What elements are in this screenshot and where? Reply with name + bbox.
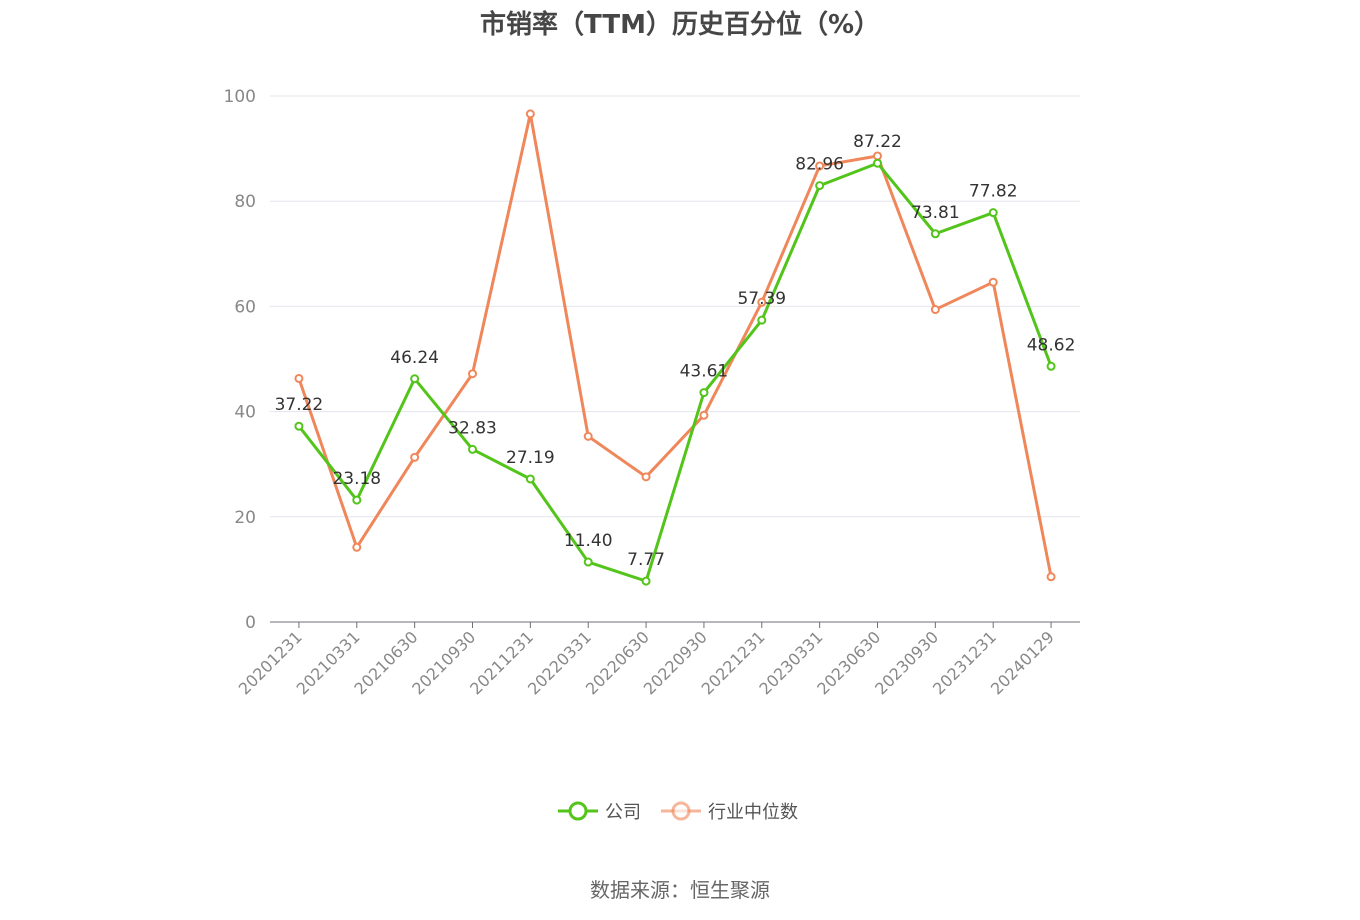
- data-label: 87.22: [853, 132, 902, 152]
- series-group: [294, 109, 1056, 586]
- data-point: [815, 181, 825, 191]
- grid-lines: [270, 95, 1080, 518]
- data-label: 43.61: [680, 362, 729, 382]
- y-axis: 0 20 40 60 80 100: [224, 87, 256, 633]
- data-point: [468, 444, 477, 454]
- data-point: [757, 297, 767, 307]
- data-label: 7.77: [627, 550, 665, 570]
- data-point: [583, 557, 593, 567]
- data-point: [410, 452, 420, 462]
- legend-item-0: 公司: [558, 801, 641, 823]
- data-point: [699, 388, 709, 398]
- data-point: [641, 472, 651, 482]
- data-label: 82.96: [795, 155, 844, 175]
- data-point: [930, 305, 940, 315]
- data-point: [1046, 572, 1056, 582]
- data-label: 11.40: [564, 531, 613, 551]
- data-point: [410, 374, 420, 384]
- data-label: 27.19: [506, 448, 555, 468]
- legend: 公司 行业中位数: [558, 801, 798, 823]
- data-point: [873, 151, 882, 161]
- data-point: [352, 542, 362, 552]
- data-point: [468, 369, 477, 379]
- data-label: 23.18: [332, 469, 381, 489]
- y-tick-label: 40: [234, 403, 256, 423]
- data-point: [583, 431, 593, 441]
- data-point: [988, 277, 998, 287]
- data-label: 57.39: [737, 289, 786, 309]
- data-label: 73.81: [911, 203, 960, 223]
- legend-marker: [568, 801, 588, 821]
- y-tick-label: 100: [224, 87, 256, 107]
- source-note: 数据来源：恒生聚源: [590, 878, 770, 902]
- y-tick-label: 60: [234, 297, 256, 317]
- series-line-1: [297, 112, 1053, 578]
- data-point: [930, 229, 940, 239]
- data-label: 37.22: [275, 395, 324, 415]
- y-tick-label: 20: [234, 508, 256, 528]
- data-point: [873, 158, 882, 168]
- data-label: 77.82: [969, 182, 1018, 202]
- data-point: [988, 208, 998, 218]
- legend-item-1: 行业中位数: [661, 801, 798, 823]
- data-point: [641, 576, 651, 586]
- data-point: [757, 315, 767, 325]
- chart-title: 市销率（TTM）历史百分位（%）: [480, 10, 880, 40]
- series-line-0: [297, 161, 1053, 583]
- data-labels: 37.22 23.18 46.24 32.83 27.19 11.40 7.77 43.61 5…: [275, 132, 1076, 570]
- data-point: [525, 109, 535, 119]
- y-tick-label: 80: [234, 192, 256, 212]
- data-label: 48.62: [1027, 335, 1076, 355]
- data-point: [294, 421, 304, 431]
- x-tick-label: 20240129: [987, 627, 1058, 698]
- data-point: [294, 373, 304, 383]
- data-label: 32.83: [448, 418, 497, 438]
- legend-label: 行业中位数: [708, 802, 798, 823]
- data-label: 46.24: [390, 348, 439, 368]
- x-axis: 2020123120210331202106302021093020211231…: [235, 621, 1080, 698]
- legend-label: 公司: [605, 802, 641, 823]
- data-point: [815, 161, 825, 171]
- legend-marker: [671, 801, 691, 821]
- data-point: [352, 495, 362, 505]
- y-tick-label: 0: [245, 613, 256, 633]
- data-point: [699, 410, 709, 420]
- data-point: [525, 474, 535, 484]
- data-point: [1046, 361, 1056, 371]
